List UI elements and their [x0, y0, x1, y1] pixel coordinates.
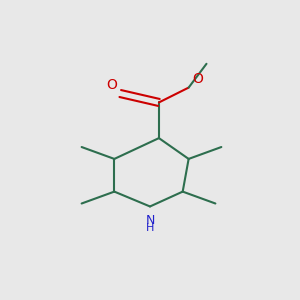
Text: N: N: [145, 214, 155, 227]
Text: H: H: [146, 223, 154, 233]
Text: O: O: [192, 72, 203, 86]
Text: O: O: [106, 78, 117, 92]
